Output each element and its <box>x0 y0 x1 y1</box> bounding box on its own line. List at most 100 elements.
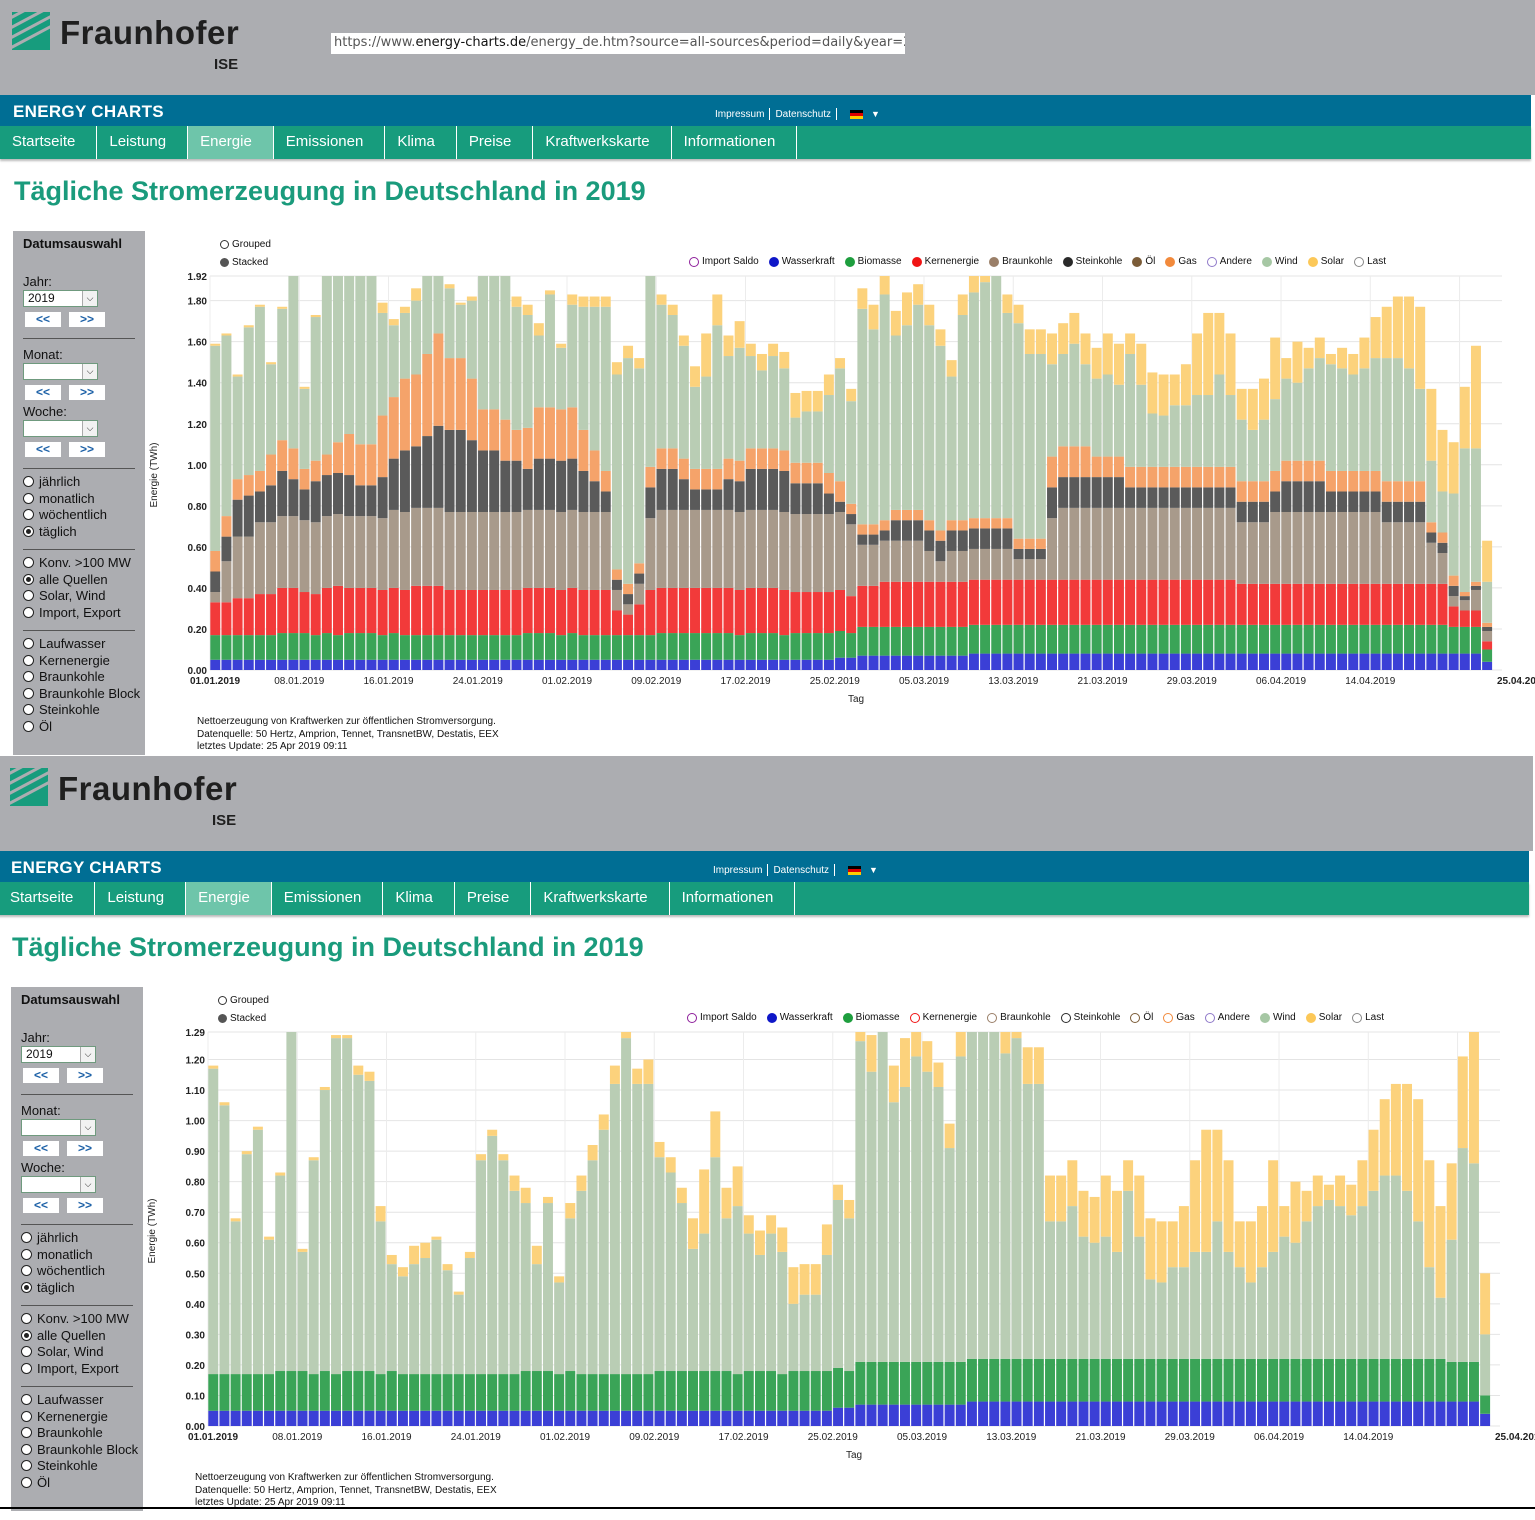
bar-solar[interactable] <box>1348 353 1359 375</box>
bar-biomasse[interactable] <box>844 1371 855 1408</box>
bar-gas[interactable] <box>1013 538 1024 549</box>
bar-wind[interactable] <box>1145 1279 1156 1359</box>
bar-braunkohle[interactable] <box>1080 507 1091 580</box>
bar-braunkohle[interactable] <box>466 511 477 590</box>
bar-wind[interactable] <box>955 1056 966 1362</box>
bar-gas[interactable] <box>924 520 935 531</box>
bar-biomasse[interactable] <box>221 635 232 660</box>
bar-steinkohle[interactable] <box>745 468 756 510</box>
bar-braunkohle[interactable] <box>399 511 410 590</box>
bar-solar[interactable] <box>275 1172 286 1176</box>
bar-biomasse[interactable] <box>1346 1358 1357 1402</box>
bar-solar[interactable] <box>1111 1190 1122 1252</box>
bar-wind[interactable] <box>609 1083 620 1375</box>
bar-wasserkraft[interactable] <box>600 659 611 670</box>
bar-wasserkraft[interactable] <box>1448 653 1459 670</box>
next-year-button[interactable]: >> <box>69 312 105 327</box>
bar-wind[interactable] <box>1192 395 1203 467</box>
bar-solar[interactable] <box>375 1206 386 1222</box>
bar-solar[interactable] <box>665 1157 676 1173</box>
bar-biomasse[interactable] <box>1415 624 1426 654</box>
bar-wind[interactable] <box>1000 1053 1011 1359</box>
bar-gas[interactable] <box>913 509 924 521</box>
bar-wind[interactable] <box>1180 405 1191 467</box>
bar-kernenergie[interactable] <box>433 585 444 636</box>
bar-kernenergie[interactable] <box>1236 583 1247 625</box>
bar-biomasse[interactable] <box>643 1374 654 1411</box>
bar-wasserkraft[interactable] <box>935 655 946 670</box>
bar-wasserkraft[interactable] <box>966 1401 977 1426</box>
bar-braunkohle[interactable] <box>433 507 444 586</box>
bar-solar[interactable] <box>1368 1129 1379 1191</box>
bar-wind[interactable] <box>978 1032 989 1359</box>
bar-wind[interactable] <box>411 300 422 375</box>
bar-gas[interactable] <box>388 397 399 459</box>
bar-wind[interactable] <box>1100 1236 1111 1359</box>
bar-wasserkraft[interactable] <box>645 659 656 670</box>
bar-biomasse[interactable] <box>1279 1358 1290 1402</box>
bar-solar[interactable] <box>1024 329 1035 354</box>
bar-braunkohle[interactable] <box>1337 511 1348 584</box>
bar-biomasse[interactable] <box>777 1374 788 1411</box>
month-select[interactable]: ⌵ <box>23 363 98 380</box>
bar-steinkohle[interactable] <box>299 489 310 521</box>
bar-braunkohle[interactable] <box>1214 507 1225 580</box>
bar-gas[interactable] <box>1236 481 1247 502</box>
bar-wind[interactable] <box>1303 368 1314 461</box>
bar-biomasse[interactable] <box>589 635 600 660</box>
bar-biomasse[interactable] <box>355 633 366 660</box>
bar-wind[interactable] <box>1102 374 1113 457</box>
bar-biomasse[interactable] <box>1225 624 1236 654</box>
bar-wasserkraft[interactable] <box>1000 1401 1011 1426</box>
bar-biomasse[interactable] <box>1404 624 1415 654</box>
legend-item-2[interactable]: Biomasse <box>842 1012 900 1023</box>
stacked-radio[interactable]: Stacked <box>218 1013 266 1024</box>
legend-item-6[interactable]: Öl <box>1130 1012 1153 1023</box>
bar-steinkohle[interactable] <box>243 495 254 537</box>
bar-braunkohle[interactable] <box>701 509 712 588</box>
bar-biomasse[interactable] <box>531 1371 542 1411</box>
bar-solar[interactable] <box>297 1248 308 1252</box>
bar-solar[interactable] <box>823 374 834 396</box>
bar-gas[interactable] <box>600 470 611 492</box>
nav-item-kraftwerkskarte[interactable]: Kraftwerkskarte <box>531 882 670 915</box>
bar-braunkohle[interactable] <box>1035 559 1046 580</box>
bar-wasserkraft[interactable] <box>922 1404 933 1426</box>
bar-wasserkraft[interactable] <box>1024 653 1035 670</box>
bar-gas[interactable] <box>1370 470 1381 492</box>
bar-gas[interactable] <box>712 468 723 490</box>
impressum-link[interactable]: Impressum <box>715 108 765 120</box>
bar-biomasse[interactable] <box>1424 1358 1435 1402</box>
bar-kernenergie[interactable] <box>1203 579 1214 625</box>
bar-braunkohle[interactable] <box>857 544 868 586</box>
language-dropdown-icon[interactable]: ▼ <box>871 109 880 119</box>
bar-wasserkraft[interactable] <box>333 659 343 670</box>
bar-solar[interactable] <box>1268 1160 1279 1252</box>
bar-solar[interactable] <box>453 1291 464 1295</box>
bar-kernenergie[interactable] <box>1292 583 1303 625</box>
bar-solar[interactable] <box>567 294 578 305</box>
bar-kernenergie[interactable] <box>333 585 343 636</box>
bar-solar[interactable] <box>754 1230 765 1255</box>
radio-plant_options-2[interactable]: Braunkohle <box>21 1425 143 1440</box>
bar-kernenergie[interactable] <box>1281 583 1292 625</box>
bar-steinkohle[interactable] <box>511 460 522 512</box>
bar-gas[interactable] <box>667 448 678 469</box>
bar-wind[interactable] <box>498 1160 509 1375</box>
bar-gas[interactable] <box>1058 446 1069 478</box>
bar-kernenergie[interactable] <box>634 604 645 636</box>
bar-kernenergie[interactable] <box>779 589 790 636</box>
bar-braunkohle[interactable] <box>1169 507 1180 580</box>
bar-wasserkraft[interactable] <box>890 655 901 670</box>
bar-braunkohle[interactable] <box>266 522 277 595</box>
bar-steinkohle[interactable] <box>366 485 377 517</box>
bar-kernenergie[interactable] <box>968 579 979 625</box>
bar-solar[interactable] <box>388 319 399 326</box>
bar-wind[interactable] <box>565 1218 576 1372</box>
bar-biomasse[interactable] <box>1337 624 1348 654</box>
month-select[interactable]: ⌵ <box>21 1119 96 1136</box>
bar-kernenergie[interactable] <box>656 587 667 634</box>
bar-gas[interactable] <box>835 481 846 502</box>
bar-wind[interactable] <box>310 317 321 461</box>
bar-biomasse[interactable] <box>1078 1358 1089 1402</box>
